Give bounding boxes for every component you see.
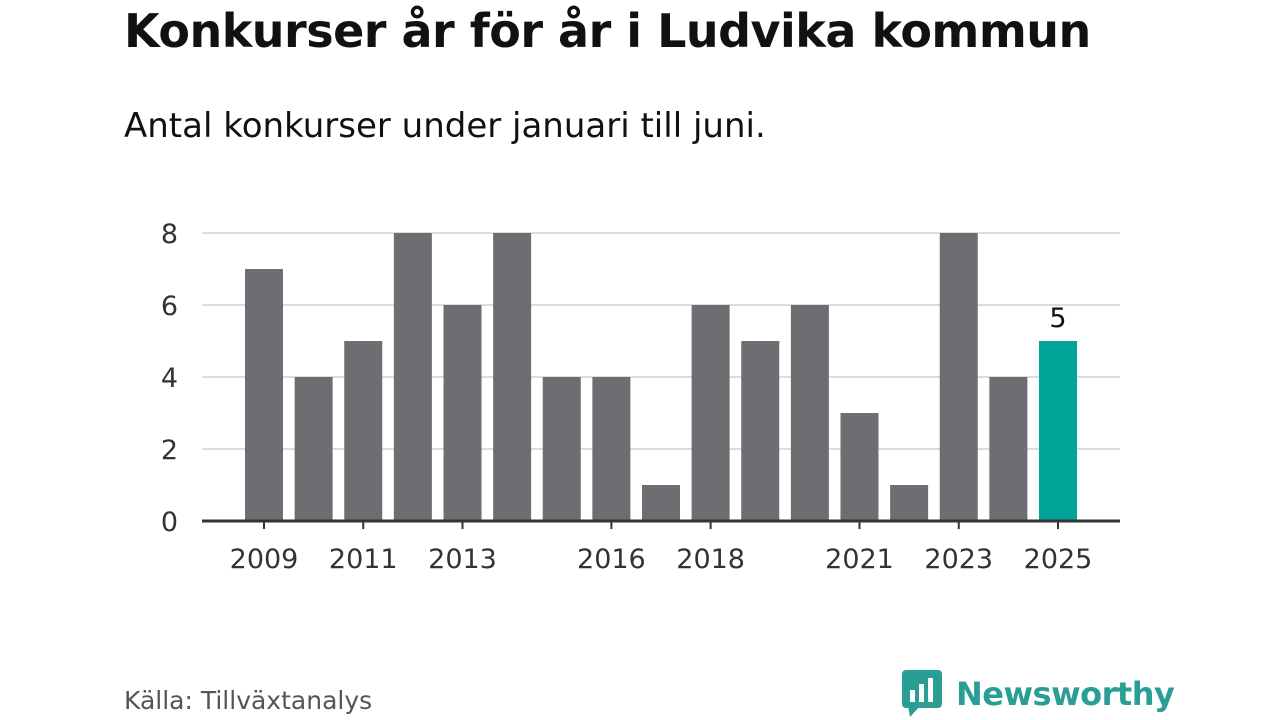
bar-2020: 2020: 6 [790,305,829,521]
bar-2023: 2023: 8 [939,233,978,521]
x-tick-label: 2023 [924,544,993,575]
x-axis-ticks: 2009 2011 2013 2016 2018 2021 2023 2025 [230,521,1093,575]
data-label-2025: 5 [1049,303,1066,334]
x-tick-label: 2013 [428,544,497,575]
bar-2009: 2009: 7 [245,269,283,521]
bar-2022: 2022: 1 [890,485,929,521]
y-tick-label: 8 [161,219,178,250]
bar-2016: 2016: 4 [592,377,631,521]
newsworthy-logo-icon [902,670,942,717]
bar-2010: 2010: 4 [294,377,333,521]
data-labels: 5 [1049,303,1066,334]
y-tick-label: 2 [161,435,178,466]
bar-2011: 2011: 5 [344,341,383,521]
x-tick-label: 2011 [329,544,398,575]
x-tick-label: 2009 [230,544,299,575]
bar-2025: 2025: 5 [1039,341,1077,521]
y-tick-label: 6 [161,291,178,322]
bar-2024: 2024: 4 [989,377,1028,521]
bar-2012: 2012: 8 [393,233,432,521]
y-tick-label: 0 [161,507,178,538]
x-tick-label: 2021 [825,544,894,575]
bar-2019: 2019: 5 [741,341,780,521]
chart-title: Konkurser år för år i Ludvika kommun [124,4,1091,58]
x-tick-label: 2018 [676,544,745,575]
chart-subtitle: Antal konkurser under januari till juni. [124,106,766,146]
x-tick-label: 2016 [577,544,646,575]
bar-2014: 2014: 8 [493,233,532,521]
brand-name: Newsworthy [956,675,1175,713]
bar-2013: 2013: 6 [443,305,482,521]
gridlines [202,232,1120,450]
bar-2015: 2015: 4 [542,377,581,521]
bars: 2009: 7 2010: 4 2011: 5 2012: 8 2013: 6 2014:… [245,233,1077,521]
brand-logo: Newsworthy [902,670,1175,718]
bar-2021: 2021: 3 [840,413,879,521]
source-note: Källa: Tillväxtanalys [124,686,373,715]
x-tick-label: 2025 [1024,544,1093,575]
y-axis-ticks: 0 2 4 6 8 [161,219,178,538]
bar-2017: 2017: 1 [642,485,680,521]
bar-2018: 2018: 6 [691,305,730,521]
y-tick-label: 4 [161,363,178,394]
